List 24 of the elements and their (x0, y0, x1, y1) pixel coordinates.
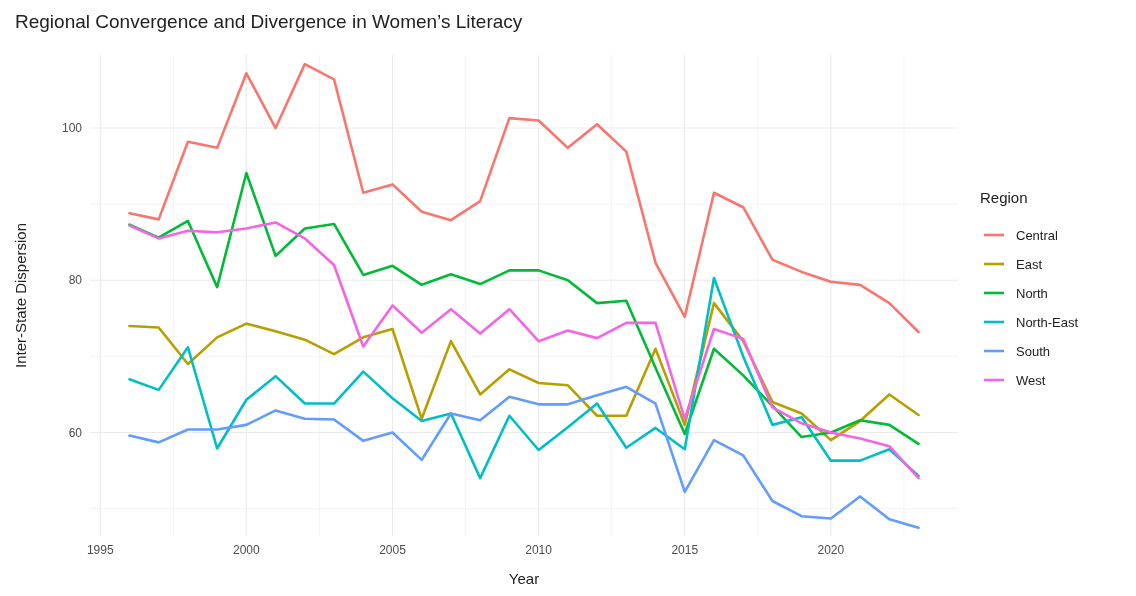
legend-label: North (1016, 285, 1048, 301)
x-tick-label: 2015 (671, 543, 699, 557)
line-series (128, 221, 920, 480)
x-tick-label: 2000 (233, 543, 261, 557)
y-tick-label: 100 (61, 121, 83, 136)
legend-title: Region (980, 189, 1028, 206)
line-series (128, 62, 920, 334)
y-tick-label: 60 (68, 425, 83, 440)
x-tick-label: 2020 (817, 543, 845, 557)
x-tick-label: 1995 (86, 543, 114, 557)
legend-label: East (1016, 256, 1043, 272)
legend-label: West (1016, 372, 1046, 388)
y-axis-title: Inter-State Dispersion (12, 222, 29, 369)
chart-title: Regional Convergence and Divergence in Women’s Literacy (15, 11, 523, 32)
line-series (128, 385, 920, 529)
legend-label: Central (1016, 227, 1059, 243)
y-tick-label: 80 (68, 273, 83, 288)
line-series (128, 276, 920, 480)
x-axis-title: Year (508, 570, 540, 587)
x-tick-label: 2010 (525, 543, 553, 557)
legend-label: North-East (1016, 314, 1079, 330)
x-tick-label: 2005 (379, 543, 407, 557)
legend-label: South (1016, 343, 1050, 359)
line-series (128, 171, 920, 446)
